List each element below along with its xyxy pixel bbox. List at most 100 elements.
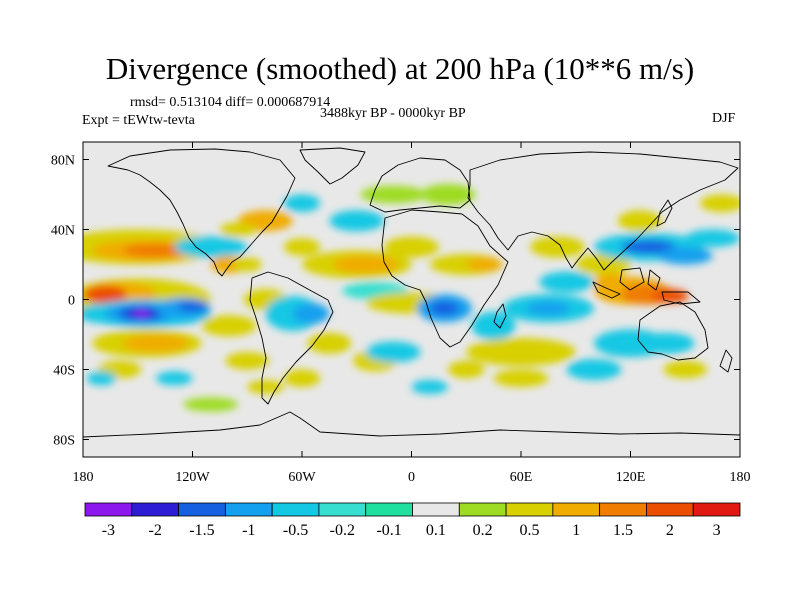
field-contour <box>685 229 740 248</box>
colorbar-label: 3 <box>713 522 721 539</box>
divergence-field <box>83 184 740 412</box>
coastline-indonesia <box>592 267 701 305</box>
field-contour <box>411 380 449 394</box>
colorbar-swatch <box>692 502 741 517</box>
x-tick-label: 180 <box>73 470 94 485</box>
field-contour <box>333 255 399 274</box>
x-tick-label: 60W <box>288 470 316 485</box>
field-contour <box>225 352 270 370</box>
field-contour <box>86 371 116 386</box>
x-tick-label: 120E <box>616 470 646 485</box>
field-contour <box>471 311 516 340</box>
colorbar-swatch <box>599 502 647 517</box>
field-contour <box>219 222 257 237</box>
colorbar-swatch <box>318 502 367 517</box>
y-tick-label: 0 <box>68 294 75 309</box>
coastline-madagascar <box>493 303 507 329</box>
coastline-europe <box>369 157 471 213</box>
field-contour <box>466 338 576 366</box>
colorbar-swatch <box>224 502 273 517</box>
y-tick-label: 40S <box>53 364 75 379</box>
x-tick-label: 60E <box>510 470 533 485</box>
field-contour <box>247 380 284 394</box>
field-contour <box>156 371 193 386</box>
field-contour <box>365 341 421 363</box>
field-contour <box>83 285 127 304</box>
field-contour <box>617 210 662 232</box>
colorbar-label: -0.2 <box>330 522 355 539</box>
colorbar-label: 1 <box>572 522 580 539</box>
colorbar-swatch <box>458 502 507 517</box>
field-contour <box>201 315 257 337</box>
colorbar-swatch <box>84 502 133 517</box>
field-contour <box>657 247 713 265</box>
coastline-north-america <box>107 148 296 277</box>
y-tick-label: 40N <box>51 224 75 239</box>
field-contour <box>174 236 248 258</box>
field-contour <box>134 310 149 317</box>
field-contour <box>466 257 503 272</box>
colorbar-label: 0.1 <box>426 522 446 539</box>
colorbar-swatch <box>412 502 460 517</box>
field-contour <box>699 194 740 213</box>
colorbar-label: -2 <box>149 522 162 539</box>
colorbar-label: -3 <box>102 522 115 539</box>
field-contour <box>232 257 262 272</box>
x-tick-label: 0 <box>408 470 415 485</box>
y-tick-label: 80S <box>53 434 75 449</box>
coastline-africa <box>381 209 509 348</box>
colorbar: -3 -2 -1.5 -1 -0.5 -0.2 -0.1 0.1 0.2 0.5 1 1.5 2 3 <box>84 502 741 539</box>
field-contour <box>429 301 459 316</box>
colorbar-swatch <box>178 502 226 517</box>
field-contour <box>329 210 385 232</box>
x-tick-label: 180 <box>730 470 751 485</box>
field-contour <box>292 303 330 324</box>
field-contour <box>566 359 622 380</box>
colorbar-swatch <box>646 502 694 517</box>
experiment-label: Expt = tEWtw-tevta <box>82 113 195 128</box>
coastline-greenland <box>299 147 366 185</box>
field-contour <box>652 289 689 303</box>
field-contour <box>123 334 189 353</box>
coastline-japan <box>656 199 673 227</box>
field-contour <box>639 332 695 354</box>
colorbar-swatch <box>365 502 413 517</box>
axis-ticks: 180 120W 60W 0 60E 120E 180 80N 40N 0 40S 80S <box>51 142 751 485</box>
field-contour <box>283 369 321 388</box>
field-contour <box>621 240 677 254</box>
period-label: 3488kyr BP - 0000kyr BP <box>320 106 466 121</box>
field-contour <box>530 236 585 258</box>
field-contour <box>493 369 549 388</box>
season-label: DJF <box>712 111 736 126</box>
field-contour <box>183 397 239 412</box>
colorbar-swatch <box>505 502 554 517</box>
field-contour <box>575 254 631 275</box>
colorbar-label: 0.2 <box>473 522 493 539</box>
field-contour <box>448 360 485 379</box>
x-tick-label: 120W <box>175 470 210 485</box>
coastline-new-zealand <box>719 349 733 373</box>
colorbar-swatch <box>552 502 601 517</box>
field-contour <box>360 185 427 204</box>
colorbar-label: -1 <box>242 522 255 539</box>
field-contour <box>384 236 439 258</box>
coastline-asia <box>467 151 739 271</box>
coastline-australia <box>637 301 709 361</box>
field-contour <box>123 243 189 258</box>
field-contour <box>539 271 594 293</box>
coastline-antarctica <box>83 411 740 438</box>
colorbar-swatch <box>271 502 320 517</box>
colorbar-label: -0.5 <box>283 522 308 539</box>
chart-title: Divergence (smoothed) at 200 hPa (10**6 … <box>105 51 695 86</box>
field-contour <box>177 301 208 312</box>
stats-text: rmsd= 0.513104 diff= 0.000687914 <box>130 95 331 110</box>
colorbar-swatch <box>131 502 179 517</box>
field-contour <box>283 238 321 256</box>
coastlines <box>83 147 740 438</box>
colorbar-label: 0.5 <box>519 522 539 539</box>
y-tick-label: 80N <box>51 154 75 169</box>
field-contour <box>663 360 708 379</box>
colorbar-label: 1.5 <box>613 522 633 539</box>
field-contour <box>420 184 476 205</box>
